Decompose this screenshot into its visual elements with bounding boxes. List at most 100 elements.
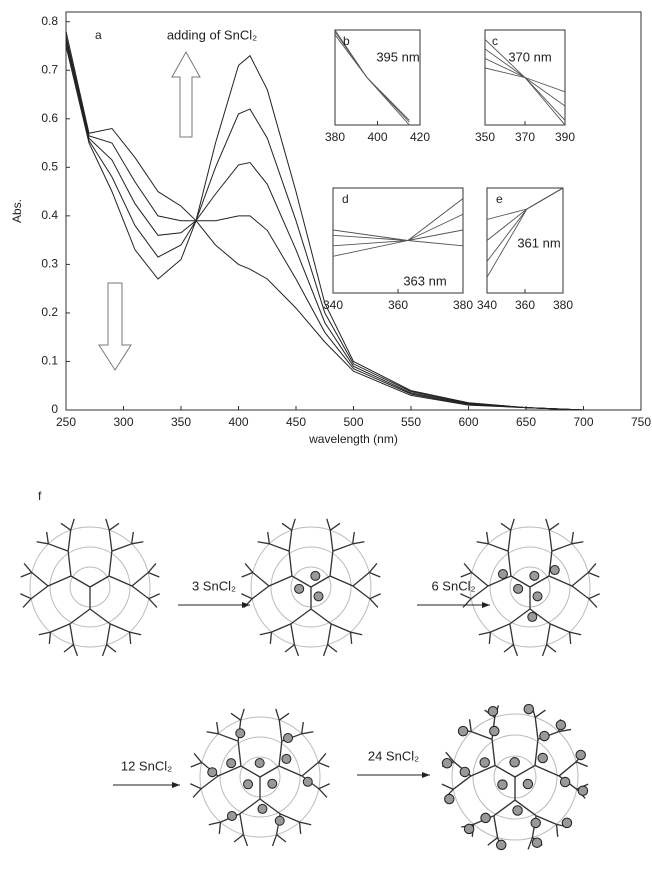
branch [487, 837, 499, 846]
y-tick-label: 0.3 [41, 257, 58, 271]
branch [368, 562, 378, 573]
sn-ball [310, 570, 321, 581]
sn-ball [267, 778, 278, 789]
shell [219, 736, 301, 818]
x-tick-label: 750 [631, 415, 651, 429]
sn-ball [495, 839, 507, 851]
sn-ball [523, 703, 535, 715]
branch [22, 598, 32, 608]
shell [199, 716, 321, 838]
branch [206, 731, 219, 735]
x-tick-label: 380 [553, 298, 573, 312]
spectrum-line [485, 67, 565, 93]
branch [301, 731, 314, 735]
sn-ball [559, 776, 571, 788]
branch [545, 518, 550, 531]
dendrimer [441, 703, 589, 851]
branch [329, 575, 354, 587]
y-axis-label: Abs. [10, 199, 24, 223]
branch [462, 598, 472, 608]
shell [489, 546, 571, 628]
branch [278, 765, 303, 777]
step-label: 3 SnCl₂ [192, 578, 236, 593]
branch [352, 541, 365, 545]
y-tick-label: 0.2 [41, 305, 58, 319]
branch [237, 741, 242, 767]
spectrum-line [333, 229, 463, 247]
branch [569, 631, 582, 636]
sn-ball [207, 767, 218, 778]
branch [332, 543, 353, 552]
branch [23, 562, 33, 573]
branch [500, 522, 512, 531]
sn-ball [480, 812, 491, 824]
branch [111, 543, 132, 552]
sn-ball [561, 817, 573, 829]
spectrum-line [485, 39, 565, 125]
sn-ball [532, 591, 543, 602]
branch [47, 575, 72, 587]
branch [67, 530, 72, 552]
branch [218, 733, 239, 742]
branch [551, 543, 572, 552]
branch [216, 721, 219, 734]
branch [330, 623, 351, 633]
branch [63, 644, 74, 653]
branch [548, 522, 560, 531]
branch [20, 593, 32, 600]
spectrum-line [66, 36, 641, 410]
branch [241, 571, 254, 578]
sn-ball [487, 706, 499, 717]
branch [322, 644, 329, 657]
branch [488, 543, 509, 552]
branch [108, 530, 113, 552]
branch [368, 571, 381, 578]
branch [291, 575, 312, 588]
branch [587, 562, 597, 573]
x-tick-label: 600 [458, 415, 478, 429]
branch [534, 709, 546, 718]
branch [208, 821, 221, 826]
sn-ball [313, 591, 324, 602]
panel-label: b [343, 34, 350, 48]
sn-ball [575, 749, 586, 761]
branch [493, 815, 499, 838]
branch [441, 783, 454, 790]
branch [290, 623, 296, 645]
branch [131, 572, 149, 587]
branch [568, 632, 572, 645]
branch [571, 541, 584, 545]
branch [259, 631, 272, 636]
branch [329, 530, 334, 552]
step-label: 12 SnCl₂ [121, 758, 172, 773]
branch [278, 720, 283, 742]
annotation: 363 nm [403, 273, 446, 288]
branch [193, 752, 203, 763]
branch [571, 585, 590, 600]
branch [148, 598, 158, 608]
sn-ball [459, 766, 471, 778]
branch [571, 531, 574, 544]
sn-ball [235, 728, 246, 739]
x-tick-label: 250 [56, 415, 76, 429]
sn-ball [254, 758, 265, 769]
branch [271, 834, 278, 847]
branch [546, 644, 557, 653]
x-tick-label: 420 [410, 130, 430, 144]
branch [548, 530, 553, 552]
branch [588, 598, 598, 608]
branch [558, 728, 572, 733]
step-label: 6 SnCl₂ [431, 578, 475, 593]
branch [69, 623, 75, 645]
sn-ball [577, 785, 589, 797]
branch [70, 518, 75, 531]
x-tick-label: 380 [325, 130, 345, 144]
branch [267, 531, 270, 544]
sn-ball [274, 815, 285, 826]
branch [527, 837, 534, 850]
branch [491, 739, 496, 766]
branch [545, 623, 551, 645]
branch [108, 575, 133, 587]
sn-ball [513, 583, 524, 594]
